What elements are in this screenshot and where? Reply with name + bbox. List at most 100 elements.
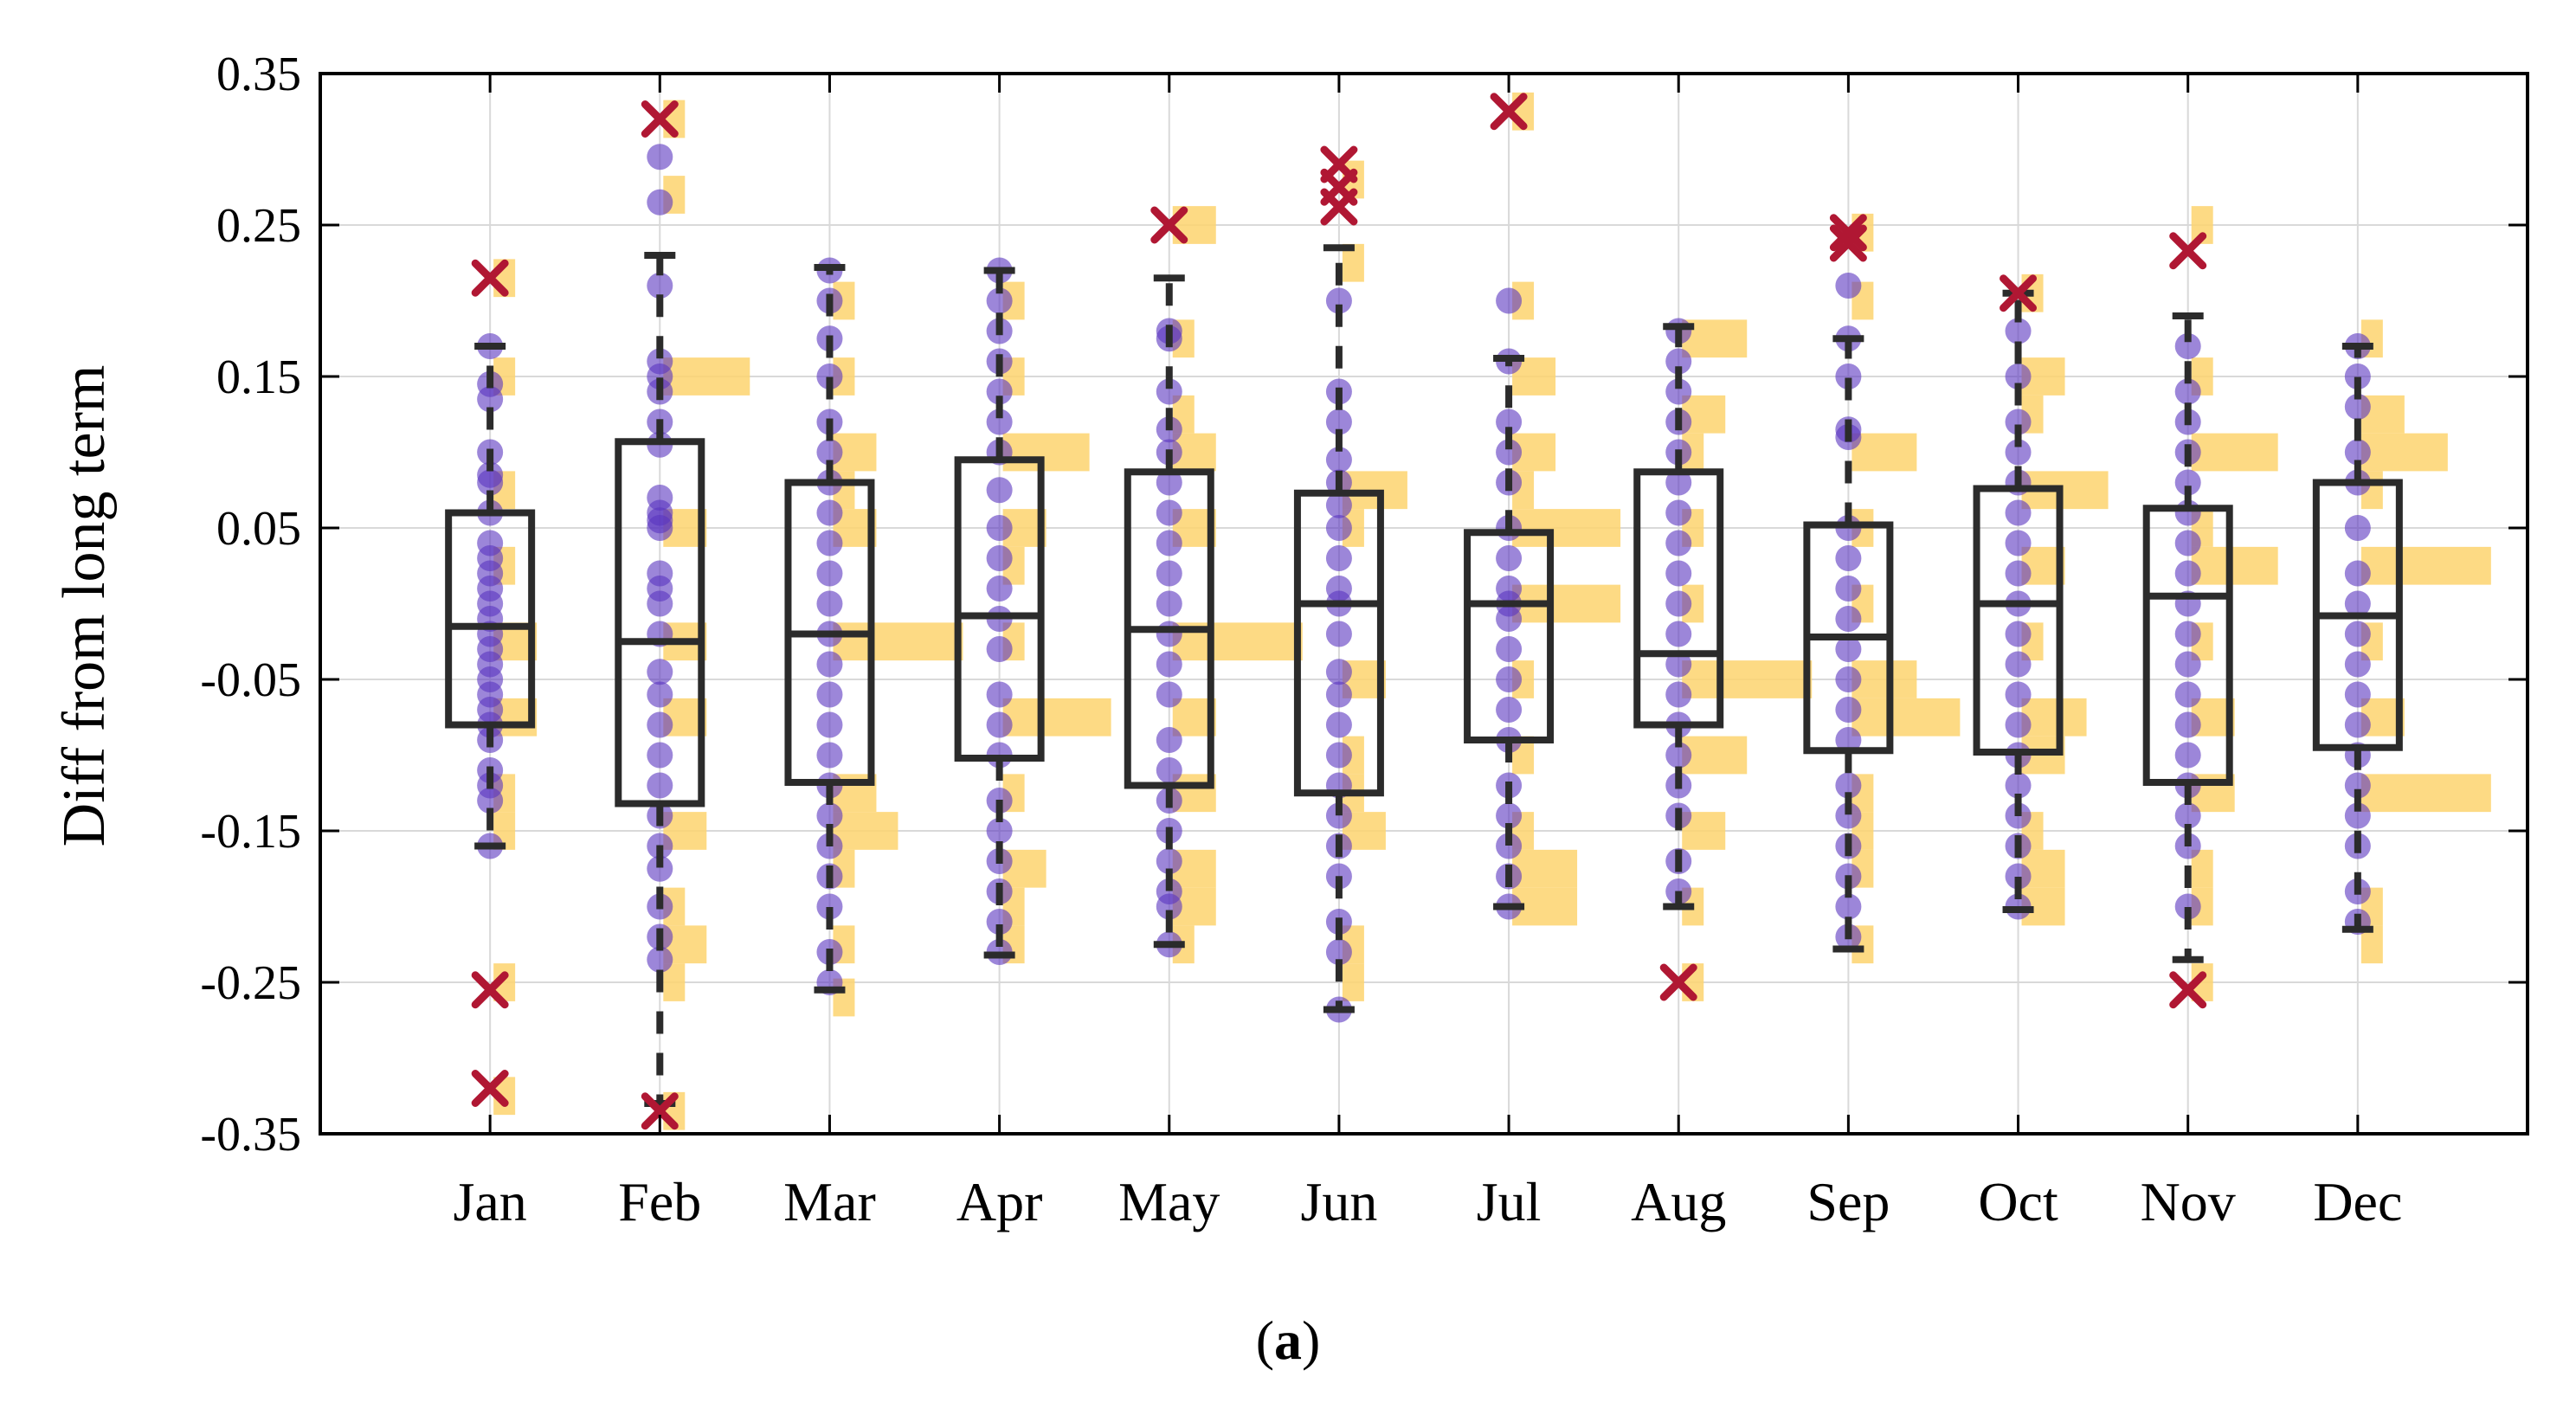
- y-tick-label: -0.25: [200, 956, 301, 1010]
- data-point: [1496, 287, 1523, 314]
- x-tick-label-sep: Sep: [1806, 1171, 1890, 1232]
- y-tick-label: 0.25: [216, 199, 301, 253]
- outlier-marker: [2169, 232, 2207, 270]
- box-feb: [615, 438, 705, 807]
- data-point: [2005, 772, 2032, 799]
- data-point: [816, 802, 843, 829]
- histogram-bar: [1342, 963, 1364, 1001]
- y-tick-label: 0.05: [216, 502, 301, 556]
- data-point: [2005, 560, 2032, 587]
- data-point: [816, 439, 843, 466]
- data-point: [2174, 711, 2201, 738]
- data-point: [1325, 939, 1352, 965]
- data-point: [1665, 590, 1692, 617]
- histogram-bar: [833, 622, 963, 661]
- data-point: [2174, 681, 2201, 708]
- data-point: [2174, 469, 2201, 496]
- data-point: [1325, 659, 1352, 685]
- figure-caption: (a): [1256, 1309, 1321, 1371]
- data-point: [816, 530, 843, 557]
- data-point: [1325, 621, 1352, 647]
- tick-labels: 0.35 0.25 0.15 0.05 -0.05 -0.15 -0.25 -0.35 Jan F…: [200, 48, 2402, 1232]
- data-point: [1665, 681, 1692, 708]
- outlier-marker: [2169, 971, 2207, 1009]
- data-point: [647, 590, 673, 617]
- data-point: [2344, 515, 2371, 541]
- data-point: [2174, 333, 2201, 359]
- histogram-bar: [2360, 433, 2448, 472]
- data-point: [1496, 409, 1523, 435]
- histogram-bar: [1002, 698, 1111, 737]
- histogram-bar: [2191, 546, 2278, 585]
- x-tick-label-jan: Jan: [453, 1171, 526, 1232]
- data-point: [2005, 364, 2032, 389]
- data-point: [2005, 863, 2032, 890]
- x-tick-label-jul: Jul: [1477, 1171, 1542, 1232]
- y-tick-label: 0.15: [216, 351, 301, 404]
- data-point: [1835, 697, 1862, 723]
- data-point: [647, 189, 673, 216]
- data-point: [1156, 590, 1182, 617]
- data-point: [1496, 697, 1523, 723]
- data-point: [2344, 681, 2371, 708]
- data-point: [647, 681, 673, 708]
- data-point: [1496, 439, 1523, 466]
- data-point: [1325, 711, 1352, 738]
- histogram-bar: [2191, 433, 2278, 472]
- box-apr: [954, 456, 1045, 762]
- data-point: [2174, 802, 2201, 829]
- data-point: [816, 560, 843, 587]
- data-point: [1835, 545, 1862, 571]
- x-tick-label-aug: Aug: [1631, 1171, 1726, 1232]
- data-point: [1496, 666, 1523, 692]
- data-point: [2005, 439, 2032, 466]
- caption-label: a: [1274, 1309, 1302, 1371]
- outliers: [471, 93, 2207, 1130]
- data-point: [1835, 893, 1862, 920]
- data-point: [986, 409, 1013, 435]
- data-point: [1835, 606, 1862, 632]
- histogram-bar: [1682, 736, 1748, 775]
- data-point: [816, 651, 843, 678]
- data-point: [647, 711, 673, 738]
- data-point: [1325, 742, 1352, 769]
- outlier-marker: [1490, 93, 1528, 131]
- outlier-marker: [2000, 274, 2038, 312]
- data-point: [2174, 530, 2201, 557]
- histogram-bar: [1852, 433, 1917, 472]
- data-point: [1835, 273, 1862, 299]
- x-tick-label-jun: Jun: [1300, 1171, 1377, 1232]
- data-point: [1496, 545, 1523, 571]
- data-point: [1156, 727, 1182, 753]
- histogram-bar: [2360, 546, 2491, 585]
- outlier-marker: [641, 1092, 679, 1130]
- data-point: [1496, 606, 1523, 632]
- data-point: [986, 636, 1013, 662]
- x-tick-label-nov: Nov: [2141, 1171, 2236, 1232]
- data-point: [1325, 802, 1352, 829]
- data-point: [647, 144, 673, 170]
- data-point: [816, 893, 843, 920]
- data-point: [647, 515, 673, 541]
- data-point: [2174, 621, 2201, 647]
- caption-open: (: [1256, 1309, 1274, 1371]
- boxes: [445, 244, 2403, 1107]
- data-point: [1156, 651, 1182, 678]
- data-point: [986, 576, 1013, 602]
- outlier-marker: [471, 1070, 509, 1107]
- data-point: [1665, 530, 1692, 557]
- data-point: [647, 273, 673, 299]
- data-point: [1835, 772, 1862, 799]
- data-point: [2174, 651, 2201, 678]
- histogram-bar: [1852, 660, 1917, 698]
- histogram-bar: [2021, 698, 2087, 737]
- data-point: [1156, 621, 1182, 647]
- data-point: [1156, 681, 1182, 708]
- box-nov: [2142, 505, 2233, 786]
- data-point: [1665, 560, 1692, 587]
- data-point: [1325, 409, 1352, 435]
- data-point: [2344, 802, 2371, 829]
- data-point: [1496, 833, 1523, 859]
- y-tick-label: -0.15: [200, 805, 301, 859]
